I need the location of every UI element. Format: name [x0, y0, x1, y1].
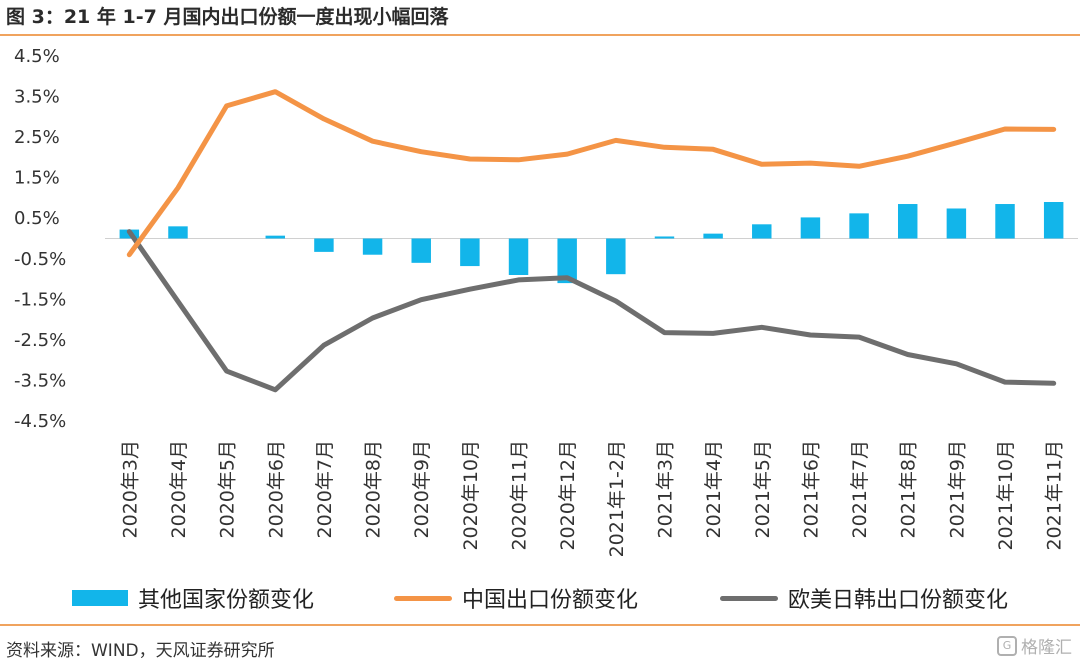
legend-item-other: 其他国家份额变化 [72, 583, 314, 613]
y-tick-label: 3.5% [14, 87, 60, 108]
bar-other-countries [995, 204, 1015, 239]
y-tick-label: 1.5% [14, 168, 60, 189]
bar-other-countries [362, 238, 383, 255]
chart-svg: 4.5% 3.5% 2.5% 1.5% 0.5% -0.5% -1.5% -2.5% -3.5%… [14, 46, 1078, 557]
x-tick-label: 2020年8月 [363, 440, 385, 538]
source-note: 资料来源：WIND，天风证券研究所 [6, 641, 275, 661]
line-west-japan-korea [126, 229, 1057, 393]
bar-other-countries [411, 238, 431, 263]
bar-other-countries [800, 217, 821, 239]
bar-other-countries [946, 208, 967, 239]
x-tick-label: 2021年10月 [995, 440, 1017, 551]
legend-swatch-china [394, 595, 452, 601]
bar-other-countries [168, 226, 188, 239]
chart-title: 图 3：21 年 1-7 月国内出口份额一度出现小幅回落 [6, 6, 449, 28]
legend-swatch-west [720, 595, 778, 601]
x-tick-label: 2021年6月 [800, 440, 822, 538]
x-tick-label: 2021年9月 [946, 440, 968, 538]
bar-other-countries [654, 236, 675, 239]
top-rule [0, 34, 1080, 36]
bar-other-countries [897, 204, 918, 239]
legend: 其他国家份额变化 中国出口份额变化 欧美日韩出口份额变化 [0, 583, 1080, 617]
bar-other-countries [508, 238, 529, 275]
y-tick-label: 2.5% [14, 127, 60, 148]
watermark: G 格隆汇 [997, 633, 1072, 658]
x-tick-label: 2020年11月 [509, 440, 531, 551]
x-tick-label: 2021年11月 [1044, 440, 1066, 551]
bar-other-countries [265, 235, 286, 239]
x-tick-label: 2021年4月 [703, 440, 725, 538]
bar-other-countries [606, 238, 626, 275]
y-tick-label: -1.5% [14, 289, 66, 310]
y-tick-label: -3.5% [14, 370, 66, 391]
bar-other-countries [460, 238, 480, 267]
bar-other-countries [703, 233, 723, 239]
legend-item-west: 欧美日韩出口份额变化 [720, 583, 1008, 613]
x-tick-label: 2020年4月 [168, 440, 190, 538]
y-tick-label: -4.5% [14, 411, 66, 432]
x-tick-label: 2020年10月 [460, 440, 482, 551]
y-tick-label: 4.5% [14, 46, 60, 67]
legend-label-other: 其他国家份额变化 [138, 588, 315, 613]
x-tick-label: 2021年7月 [849, 440, 871, 538]
bar-other-countries [1043, 202, 1064, 239]
bar-other-countries [849, 213, 869, 239]
x-tick-label: 2020年3月 [119, 440, 141, 538]
bar-other-countries [752, 224, 772, 239]
x-tick-label: 2021年8月 [898, 440, 920, 538]
bar-other-countries [557, 238, 577, 284]
legend-item-china: 中国出口份额变化 [394, 583, 638, 613]
y-tick-label: 0.5% [14, 208, 60, 229]
legend-swatch-bar [72, 590, 128, 606]
x-tick-label: 2021年5月 [752, 440, 774, 538]
x-tick-label: 2020年5月 [217, 440, 239, 538]
x-tick-label: 2020年12月 [557, 440, 579, 551]
bar-other-countries [314, 238, 334, 252]
watermark-text: 格隆汇 [1021, 638, 1072, 658]
x-tick-label: 2020年9月 [411, 440, 433, 538]
y-tick-label: -2.5% [14, 330, 66, 351]
watermark-logo-icon: G [997, 635, 1017, 656]
bottom-rule [0, 624, 1080, 626]
x-tick-label: 2020年7月 [314, 440, 336, 538]
y-tick-label: -0.5% [14, 249, 66, 270]
legend-label-west: 欧美日韩出口份额变化 [788, 588, 1009, 613]
line-china [126, 89, 1057, 258]
legend-label-china: 中国出口份额变化 [462, 588, 639, 613]
x-tick-label: 2020年6月 [265, 440, 287, 538]
x-tick-label: 2021年1-2月 [606, 440, 628, 557]
x-tick-label: 2021年3月 [654, 440, 676, 538]
